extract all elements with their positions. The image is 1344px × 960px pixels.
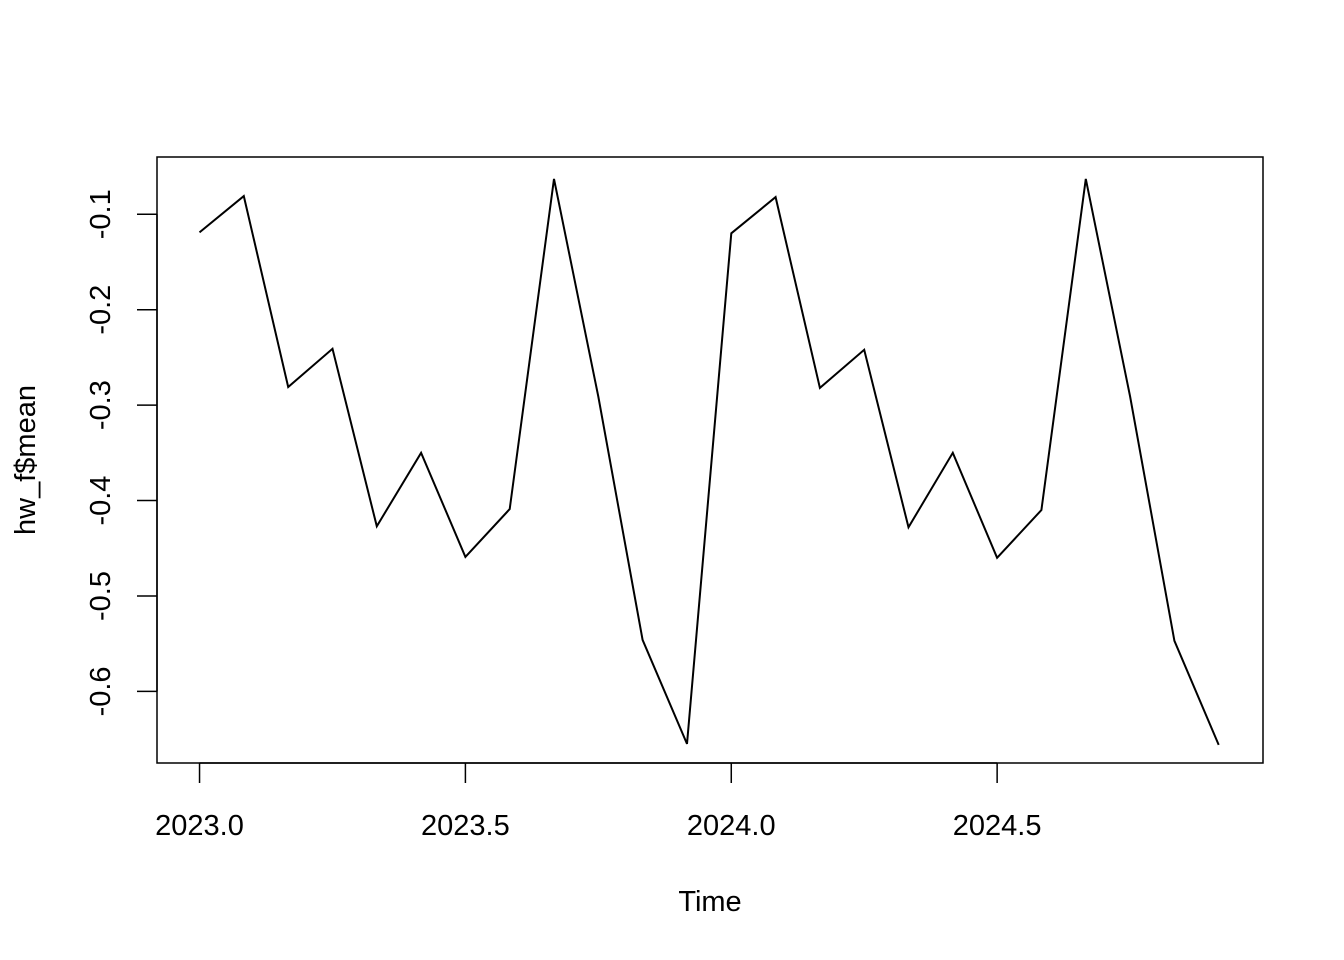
y-tick-label: -0.3 [85,380,117,430]
y-tick-label: -0.6 [85,666,117,716]
y-tick-label: -0.2 [85,285,117,335]
x-axis: 2023.0 2023.5 2024.0 2024.5 [155,762,1042,842]
series-group [198,178,1220,746]
y-tick-label: -0.1 [85,189,117,239]
y-axis-label: hw_f$mean [10,385,42,535]
plot-frame [156,156,1264,764]
x-axis-label: Time [678,886,741,918]
x-tick-label: 2024.5 [953,810,1042,842]
y-tick-label: -0.4 [85,476,117,526]
y-axis: -0.1 -0.2 -0.3 -0.4 -0.5 -0.6 [85,189,158,716]
y-tick-label: -0.5 [85,571,117,621]
x-tick-label: 2023.5 [421,810,510,842]
x-tick-label: 2023.0 [155,810,244,842]
x-tick-label: 2024.0 [687,810,776,842]
series-line [198,178,1220,746]
